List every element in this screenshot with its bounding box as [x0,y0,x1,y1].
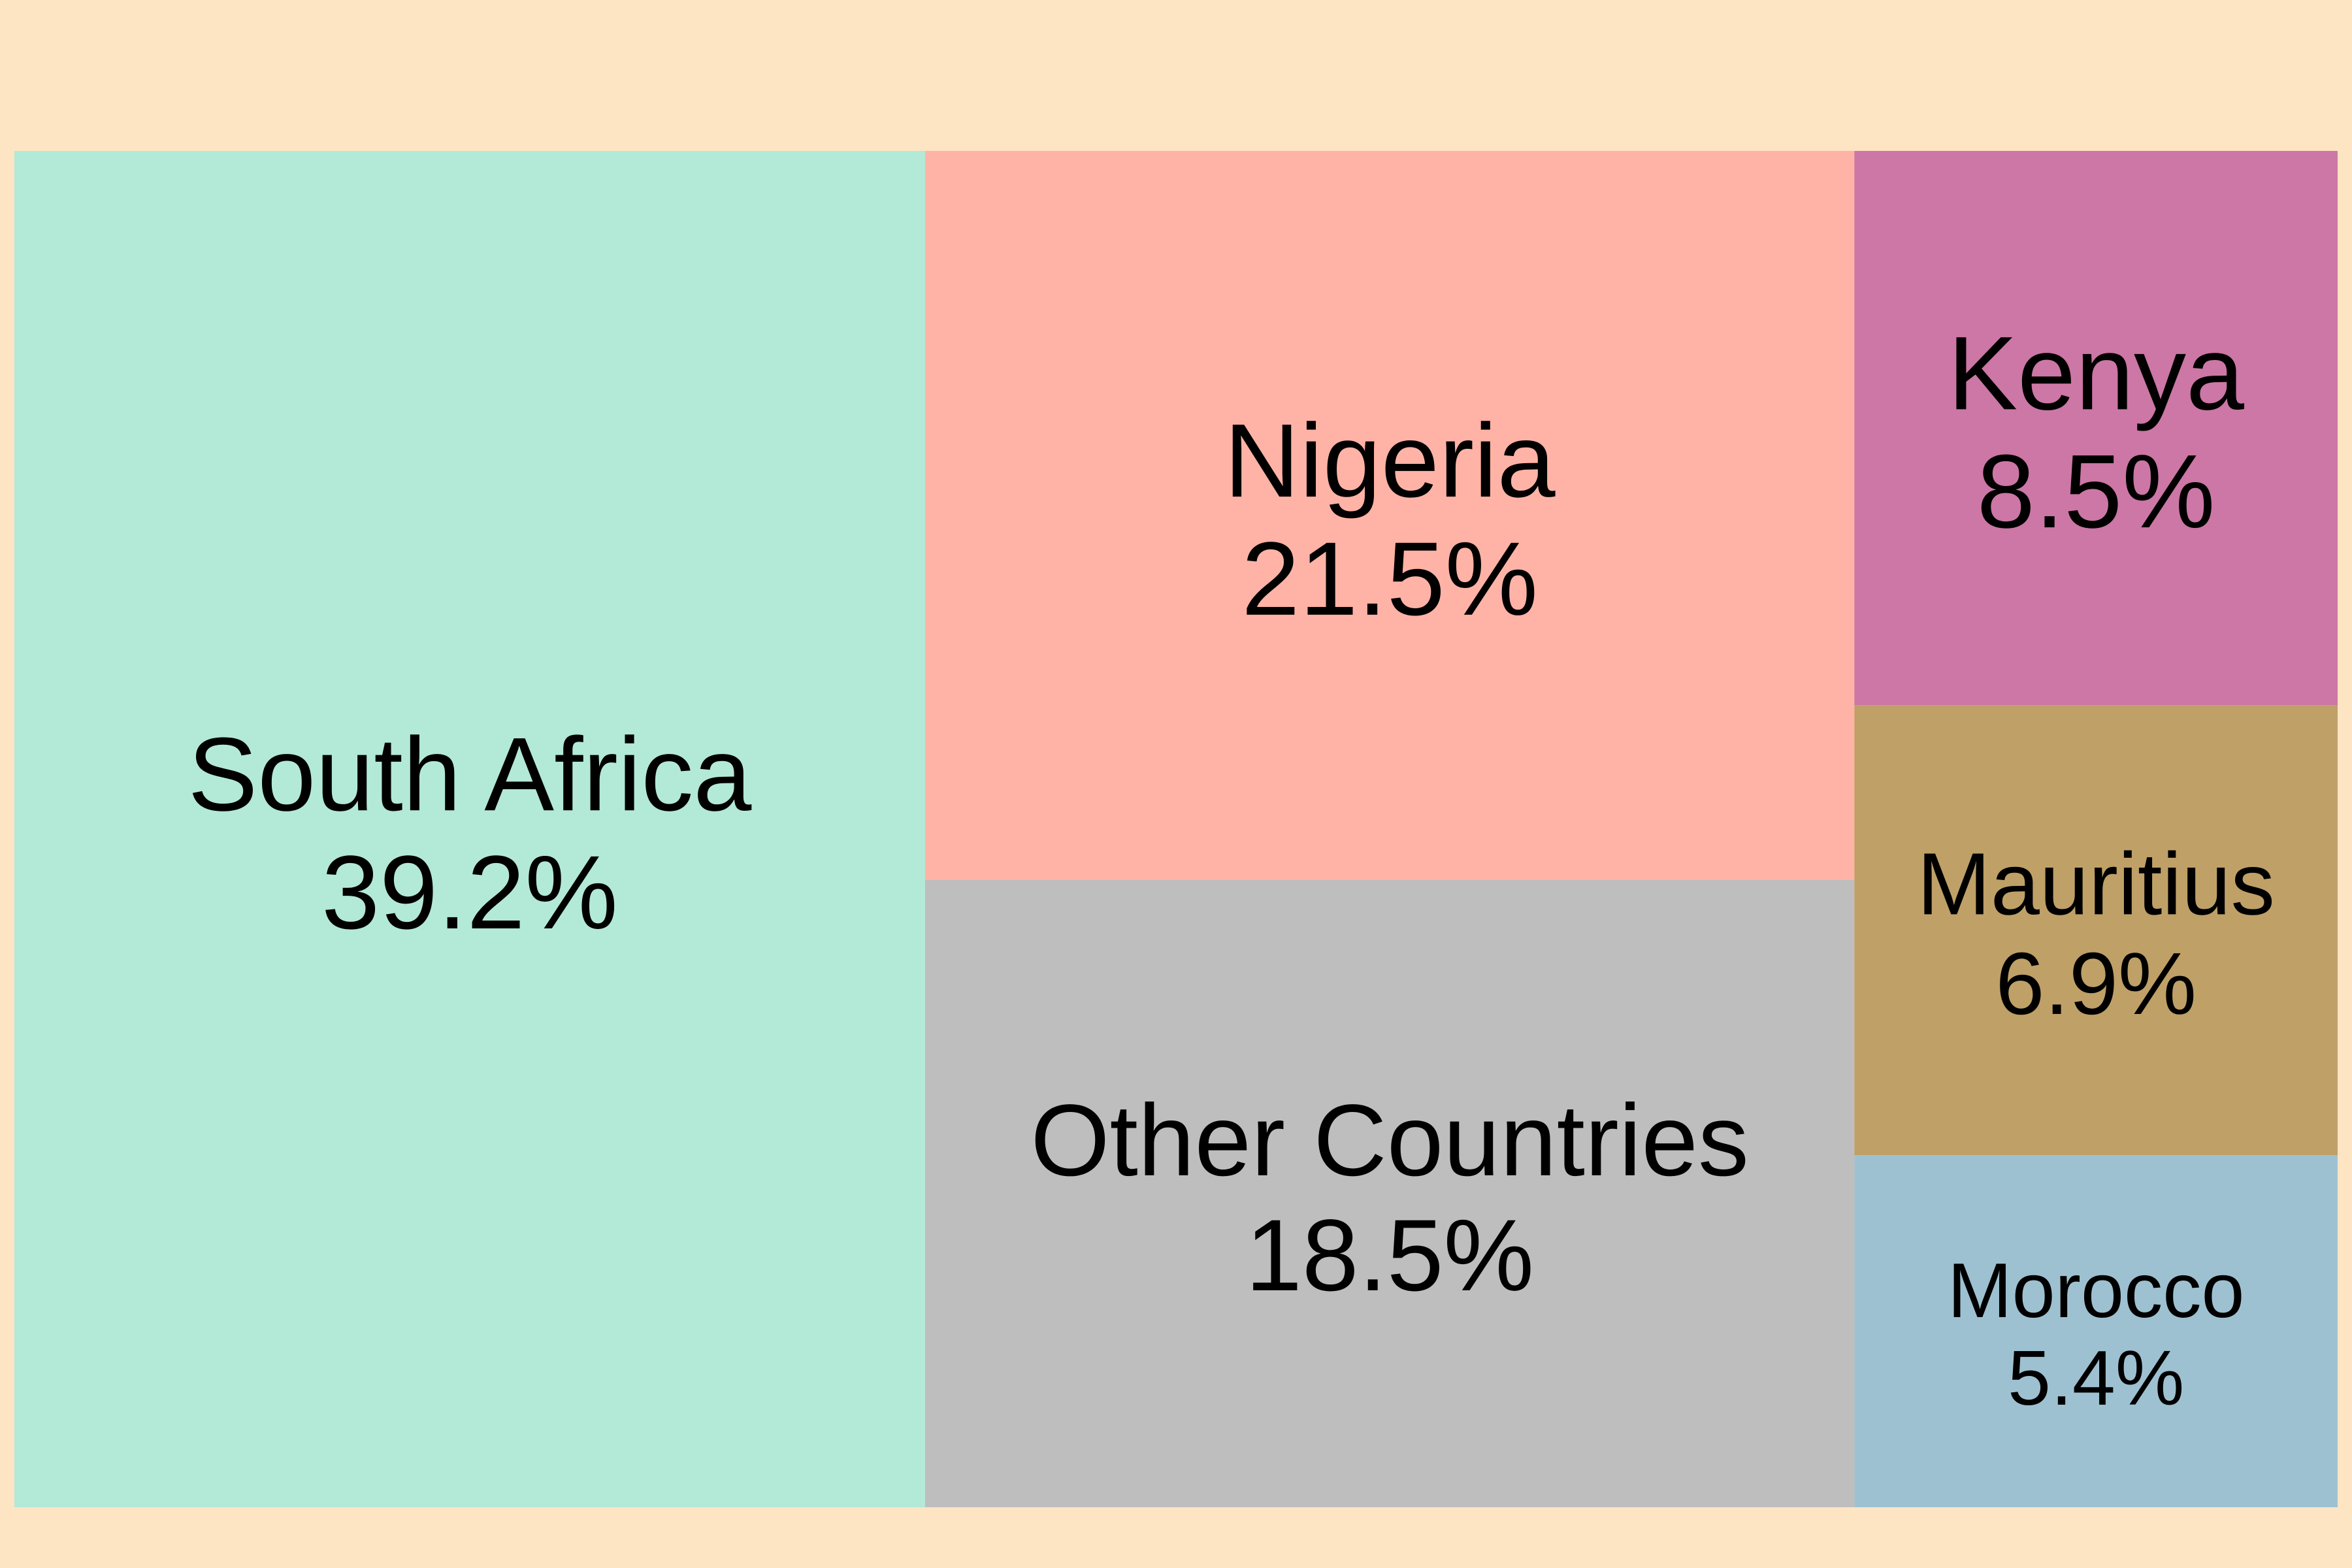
tile-label-other-countries: Other Countries [1030,1084,1749,1198]
tile-rect-mauritius [1854,705,2338,1156]
tile-rect-nigeria [924,151,1855,880]
tile-label-nigeria: Nigeria [1224,402,1556,519]
tile-value-kenya: 8.5% [1977,433,2215,549]
tile-label-morocco: Morocco [1948,1248,2245,1334]
tile-value-south-africa: 39.2% [321,834,618,951]
tile-value-morocco: 5.4% [2008,1335,2184,1422]
tile-value-mauritius: 6.9% [1995,934,2197,1033]
tile-label-south-africa: South Africa [188,715,752,832]
tile-rect-kenya [1854,151,2338,706]
tile-rect-other-countries [924,879,1855,1507]
tile-rect-morocco [1854,1155,2338,1507]
tile-rect-south-africa [14,151,925,1507]
tile-value-other-countries: 18.5% [1245,1199,1534,1313]
tile-label-mauritius: Mauritius [1917,834,2275,933]
tile-label-kenya: Kenya [1948,314,2244,431]
tile-value-nigeria: 21.5% [1241,520,1538,637]
